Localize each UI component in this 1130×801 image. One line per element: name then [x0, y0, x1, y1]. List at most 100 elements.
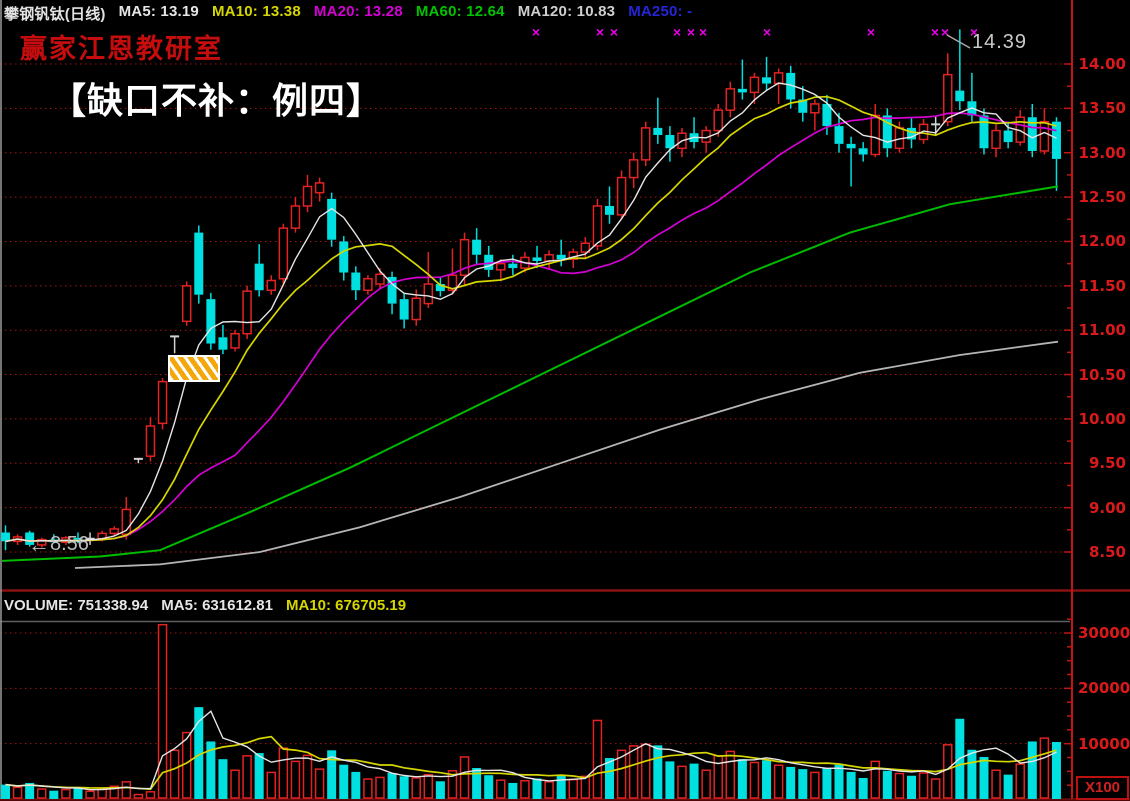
high-pointer-line: [946, 34, 971, 49]
ma-legend-item: MA5: 13.19: [118, 3, 199, 20]
volume-legend-item: MA5: 631612.81: [161, 597, 273, 614]
volume-bar: [907, 775, 916, 799]
candle-body: [556, 254, 566, 260]
candle-body: [713, 109, 723, 132]
event-mark-icon: ×: [763, 24, 771, 40]
volume-bar: [786, 766, 796, 799]
candle-body: [447, 274, 458, 292]
event-mark-icon: ×: [673, 24, 681, 40]
candle-body: [472, 239, 482, 255]
candle-body: [810, 103, 820, 114]
volume-bar: [1, 784, 10, 799]
candle-body: [628, 159, 639, 179]
event-mark-icon: ×: [596, 24, 604, 40]
volume-bar: [979, 756, 989, 799]
low-price-label: 8.56: [50, 533, 89, 555]
volume-bar: [858, 777, 868, 799]
candle-body: [532, 257, 542, 261]
gap-annotation-box: [168, 355, 220, 382]
candle-body: [640, 127, 651, 161]
ma-legend-item: MA250: -: [628, 3, 693, 20]
volume-bar: [290, 760, 301, 799]
price-axis-label: 12.50: [1078, 188, 1126, 207]
volume-bar: [254, 753, 264, 799]
candle-body: [737, 88, 747, 93]
candle-body: [121, 508, 132, 536]
indicator-header: 攀钢钒钛(日线) MA5: 13.19 MA10: 13.38 MA20: 13.28…: [4, 3, 692, 24]
candle-body: [882, 115, 892, 149]
candle-body: [508, 263, 518, 269]
volume-bar: [423, 773, 434, 799]
ma20-line: [5, 112, 1057, 543]
volume-bar: [447, 770, 458, 799]
volume-bar: [605, 758, 614, 799]
volume-bar: [181, 731, 192, 799]
volume-bar: [327, 750, 337, 799]
candle-body: [435, 284, 445, 292]
candle-body: [218, 337, 228, 350]
ma-legend-item: MA60: 12.64: [415, 3, 505, 20]
candle-body: [749, 76, 760, 94]
volume-bar: [628, 745, 639, 799]
volume-bar: [351, 771, 361, 799]
volume-bar: [218, 759, 228, 799]
volume-bar: [387, 772, 397, 799]
volume-bar: [145, 791, 156, 799]
left-arrow-icon: ←: [28, 531, 50, 557]
volume-bar: [713, 755, 723, 799]
volume-bar: [689, 763, 699, 799]
candle-body: [327, 198, 337, 240]
candle-body: [834, 126, 844, 144]
volume-bar: [568, 778, 579, 799]
candle-body: [1027, 117, 1037, 151]
volume-bar: [810, 771, 820, 799]
volume-bar: [375, 776, 385, 799]
volume-bar: [967, 749, 977, 799]
volume-bar: [85, 790, 95, 799]
ma5-line: [5, 82, 1057, 543]
volume-unit-label: X100: [1076, 776, 1129, 800]
candle-body: [544, 254, 554, 262]
candle-body: [907, 127, 916, 140]
volume-bar: [411, 777, 421, 799]
volume-bar: [737, 759, 747, 799]
price-axis-label: 9.00: [1088, 498, 1126, 517]
event-mark-icon: ×: [610, 24, 618, 40]
volume-bar: [36, 788, 47, 799]
volume-bar: [1039, 737, 1050, 799]
candle-body: [157, 380, 168, 425]
candle-body: [181, 285, 192, 323]
volume-bar: [12, 786, 23, 799]
volume-bar: [508, 782, 518, 799]
candle-body: [592, 205, 603, 247]
candle-body: [870, 114, 881, 156]
candle-body: [290, 205, 301, 229]
candle-body: [73, 537, 83, 542]
volume-bar: [653, 745, 663, 799]
candle-body: [36, 538, 47, 546]
volume-bar: [725, 750, 736, 799]
volume-bar: [302, 754, 313, 799]
volume-bar: [194, 707, 204, 799]
volume-bar: [677, 765, 687, 799]
volume-bar: [942, 744, 953, 799]
candle-body: [266, 279, 277, 292]
candle-body: [351, 272, 361, 291]
volume-bar: [1027, 741, 1037, 799]
ma-legend-item: MA120: 10.83: [517, 3, 616, 20]
volume-bar: [73, 787, 83, 799]
volume-bar: [363, 778, 373, 799]
volume-legend-item: VOLUME: 751338.94: [4, 597, 149, 614]
event-mark-icon: ×: [867, 24, 875, 40]
volume-bar: [459, 756, 470, 799]
volume-bar: [665, 761, 675, 799]
candle-body: [314, 182, 325, 194]
event-mark-icon: ×: [532, 24, 540, 40]
volume-bar: [930, 778, 941, 799]
price-axis-label: 12.00: [1078, 232, 1126, 251]
volume-bar: [773, 764, 784, 799]
candle-body: [109, 528, 119, 535]
volume-header: VOLUME: 751338.94 MA5: 631612.81 MA10: 676…: [4, 597, 406, 614]
